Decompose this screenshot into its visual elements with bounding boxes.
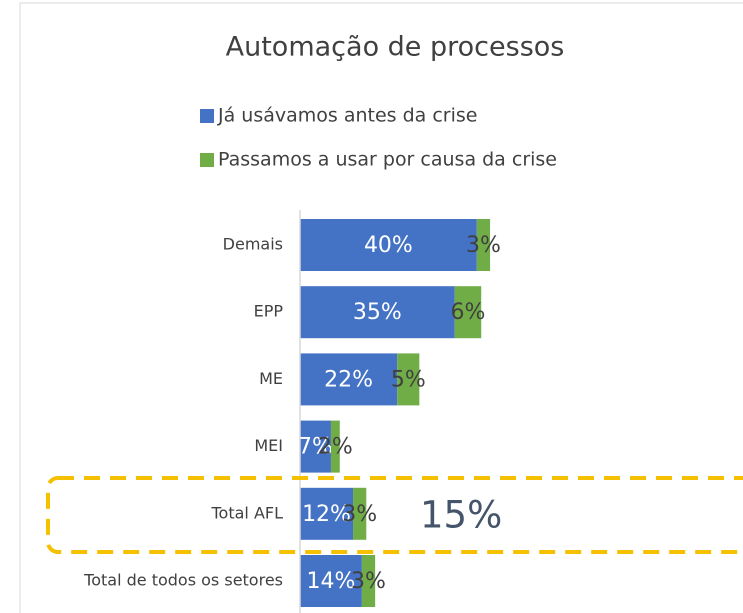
legend-label: Já usávamos antes da crise [217, 105, 477, 127]
bar-segment [397, 353, 420, 406]
y-tick-label: EPP [254, 302, 284, 321]
y-tick-label: ME [259, 369, 283, 388]
y-tick-label: Total de todos os setores [83, 571, 283, 590]
data-label: 3% [351, 569, 386, 594]
bar-segment [300, 286, 455, 339]
bar-segment [330, 420, 340, 473]
bar-segment [300, 420, 331, 473]
bar-segment [476, 219, 491, 271]
data-label: 2% [318, 435, 353, 460]
bar-segment [454, 286, 482, 339]
legend-swatch [200, 109, 214, 123]
legend-swatch [200, 153, 214, 167]
y-tick-label: Demais [223, 235, 283, 254]
bar-segment [300, 555, 362, 607]
data-label: 14% [306, 569, 355, 594]
chart-title: Automação de processos [226, 32, 565, 63]
data-label: 12% [302, 502, 351, 527]
y-tick-label: MEI [254, 436, 283, 455]
data-label: 35% [353, 300, 402, 325]
data-label: 6% [451, 300, 486, 325]
data-label: 3% [466, 233, 501, 258]
bar-segment [361, 555, 376, 607]
highlight-box [46, 476, 743, 554]
legend-label: Passamos a usar por causa da crise [218, 149, 557, 171]
data-label: 7% [298, 435, 333, 460]
data-label: 3% [342, 502, 377, 527]
bar-segment [300, 219, 477, 271]
data-label: 40% [364, 233, 413, 258]
data-label: 5% [391, 367, 426, 392]
data-label: 22% [324, 367, 373, 392]
bar-segment [300, 487, 354, 540]
chart-border [19, 2, 743, 613]
annotation: 15% [420, 494, 502, 537]
bar-segment [300, 353, 398, 406]
y-tick-label: Total AFL [210, 503, 283, 522]
bar-segment [353, 487, 367, 540]
